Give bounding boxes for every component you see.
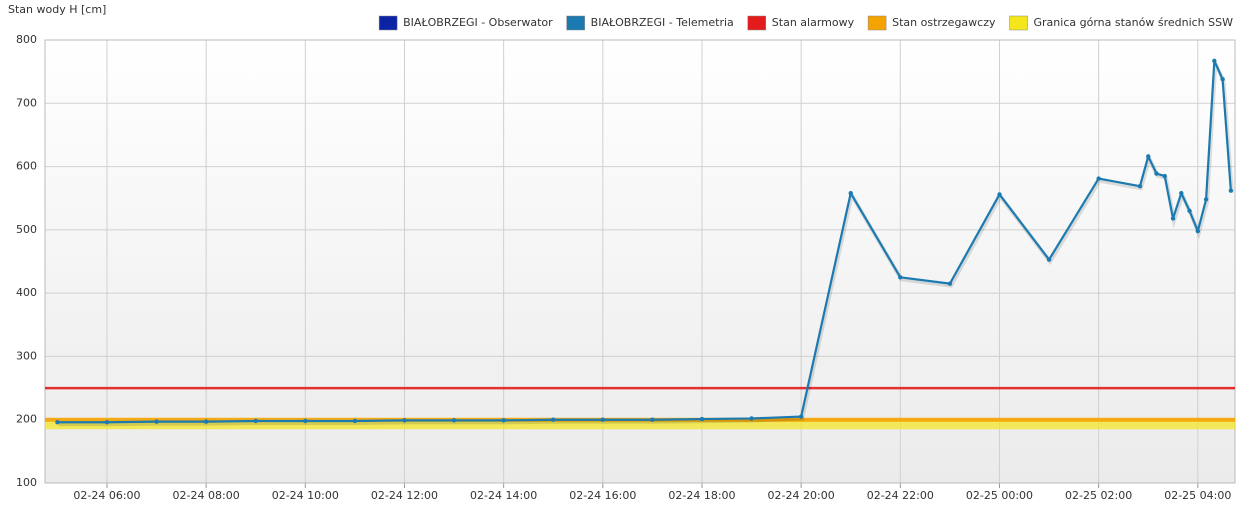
y-tick-label: 700 <box>16 96 37 109</box>
plot-background <box>45 40 1235 483</box>
data-point <box>1195 228 1201 234</box>
x-tick-label: 02-24 08:00 <box>173 489 240 502</box>
data-point <box>104 420 110 425</box>
y-tick-label: 200 <box>16 413 37 426</box>
x-tick-label: 02-24 20:00 <box>768 489 835 502</box>
legend-swatch <box>378 15 398 31</box>
x-tick-label: 02-24 22:00 <box>867 489 934 502</box>
legend-swatch <box>566 15 585 31</box>
data-point <box>154 419 159 424</box>
data-point <box>1137 183 1143 189</box>
series-line <box>57 59 1232 424</box>
data-point <box>551 417 556 422</box>
data-point <box>352 418 358 424</box>
data-point <box>699 416 705 422</box>
data-point <box>451 418 457 423</box>
data-point <box>1146 154 1151 159</box>
data-point <box>501 418 506 423</box>
x-tick-label: 02-25 04:00 <box>1164 489 1231 502</box>
data-point <box>798 414 804 419</box>
x-tick-label: 02-24 18:00 <box>668 489 735 502</box>
data-point <box>55 420 60 425</box>
data-point <box>402 418 407 423</box>
x-tick-label: 02-24 10:00 <box>272 489 339 502</box>
y-tick-label: 100 <box>16 476 37 489</box>
data-point <box>749 416 754 421</box>
x-tick-label: 02-24 16:00 <box>569 489 636 502</box>
data-point <box>203 419 209 424</box>
data-point <box>1162 173 1167 179</box>
data-point <box>650 417 655 422</box>
legend-label: Granica górna stanów średnich SSW <box>1034 16 1234 29</box>
data-point <box>1220 77 1225 82</box>
data-point <box>600 417 606 422</box>
legend-label: BIAŁOBRZEGI - Obserwator <box>403 16 553 29</box>
data-point <box>1154 171 1159 176</box>
data-point <box>253 418 258 424</box>
y-axis-label: Stan wody H [cm] <box>8 3 106 16</box>
data-point <box>1212 58 1217 64</box>
legend-label: BIAŁOBRZEGI - Telemetria <box>591 16 734 29</box>
data-point <box>1187 208 1192 214</box>
y-tick-label: 800 <box>16 33 37 46</box>
legend-swatch <box>1009 15 1028 31</box>
legend-swatch <box>747 15 767 31</box>
legend-label: Stan alarmowy <box>772 16 855 29</box>
x-tick-label: 02-25 00:00 <box>966 489 1033 502</box>
data-point <box>848 190 853 196</box>
y-tick-label: 500 <box>16 223 37 236</box>
x-tick-label: 02-24 14:00 <box>470 489 537 502</box>
data-point <box>1203 197 1209 202</box>
y-tick-label: 400 <box>16 286 37 299</box>
data-point <box>1046 257 1052 262</box>
data-point <box>1228 188 1234 193</box>
data-point <box>898 275 903 280</box>
plot-border <box>44 39 1236 484</box>
data-point <box>1179 190 1184 196</box>
data-point <box>947 281 953 286</box>
x-tick-label: 02-24 06:00 <box>73 489 140 502</box>
x-tick-label: 02-24 12:00 <box>371 489 438 502</box>
legend-swatch <box>867 15 887 31</box>
y-tick-label: 600 <box>16 160 37 173</box>
data-point <box>303 418 308 424</box>
x-tick-label: 02-25 02:00 <box>1065 489 1132 502</box>
data-point <box>997 192 1002 197</box>
y-tick-label: 300 <box>16 349 37 362</box>
legend-label: Stan ostrzegawczy <box>892 16 996 29</box>
data-point <box>1096 176 1101 181</box>
data-point <box>1170 216 1176 221</box>
